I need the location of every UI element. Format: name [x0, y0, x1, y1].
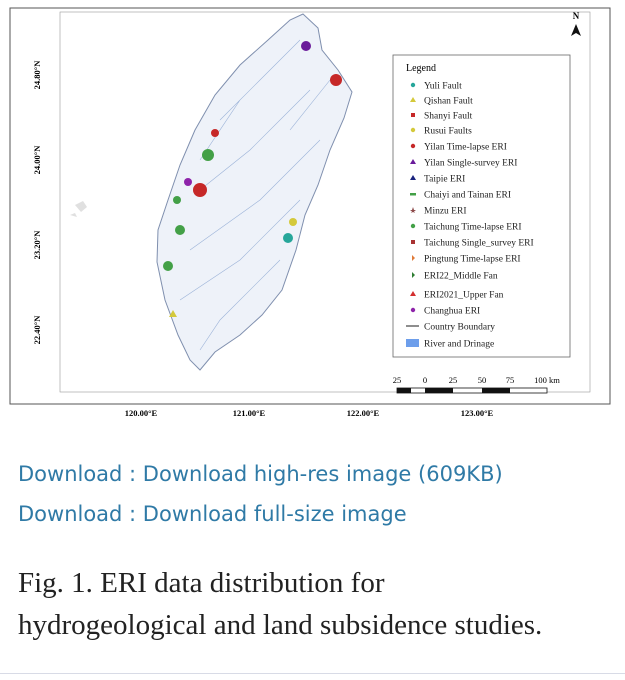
north-arrow	[571, 24, 581, 36]
legend-marker	[410, 159, 416, 164]
legend-marker	[410, 175, 416, 180]
taiwan-island	[156, 13, 353, 371]
latitude-label: 23.20°N	[32, 230, 42, 260]
scale-label: 25	[449, 375, 458, 385]
scale-label: 50	[478, 375, 487, 385]
legend-marker	[410, 97, 416, 102]
legend-marker	[410, 143, 416, 149]
legend-label: Minzu ERI	[424, 207, 466, 217]
download-link[interactable]: Download : Download full-size image	[18, 502, 407, 526]
latitude-label: 22.40°N	[32, 315, 42, 345]
legend-label: Qishan Fault	[424, 97, 473, 107]
figure: N Legend Yuli Fault Qishan Fault Shanyi Fa…	[9, 7, 611, 418]
rivers	[179, 39, 331, 351]
latitude-labels: 24.80°N 24.00°N 23.20°N 22.40°N	[32, 60, 42, 345]
legend-label: Taichung Single_survey ERI	[424, 239, 534, 249]
longitude-label: 123.00°E	[461, 408, 494, 418]
legend-marker	[412, 272, 415, 278]
scale-label: 25	[393, 375, 402, 385]
legend-label: ERI2021_Upper Fan	[424, 291, 504, 301]
legend-label: Taichung Time-lapse ERI	[424, 223, 522, 233]
legend-marker	[406, 339, 419, 347]
legend-marker	[412, 255, 415, 261]
survey-sites	[163, 41, 342, 317]
longitude-label: 122.00°E	[347, 408, 380, 418]
legend-marker	[410, 307, 416, 313]
legend-label: Changhua ERI	[424, 307, 480, 317]
scale-labels: 25 0 25 50 75 100 km	[393, 375, 561, 385]
longitude-label: 121.00°E	[233, 408, 266, 418]
legend-title: Legend	[406, 63, 436, 74]
legend-label: Country Boundary	[424, 323, 495, 333]
longitude-label: 120.00°E	[125, 408, 158, 418]
legend-marker	[410, 82, 416, 88]
legend-label: Yilan Time-lapse ERI	[424, 143, 507, 153]
latitude-label: 24.80°N	[32, 60, 42, 90]
north-label: N	[573, 11, 580, 21]
legend-label: Shanyi Fault	[424, 112, 473, 122]
scale-label: 0	[423, 375, 427, 385]
legend-label: Taipie ERI	[424, 175, 465, 185]
legend-box	[392, 54, 571, 358]
caption: Fig. 1. ERI data distribution for hydrog…	[18, 567, 543, 641]
legend-label: ERI22_Middle Fan	[424, 272, 498, 282]
legend-label: Rusui Faults	[424, 127, 472, 137]
legend-label: River and Drinage	[424, 340, 494, 350]
scale-label: 75	[506, 375, 515, 385]
divider	[0, 673, 625, 674]
legend-items: Yuli Fault Qishan Fault Shanyi Fault Rusui …	[406, 82, 534, 350]
download-link[interactable]: Download : Download high-res image (609K…	[18, 462, 503, 486]
islands	[70, 201, 87, 217]
legend-marker	[410, 193, 416, 196]
scale-bar	[396, 387, 548, 394]
legend-marker	[410, 207, 416, 213]
legend-marker	[411, 113, 415, 117]
legend-label: Pingtung Time-lapse ERI	[424, 255, 521, 265]
legend-marker	[410, 127, 416, 133]
legend-marker	[411, 240, 415, 244]
latitude-label: 24.00°N	[32, 145, 42, 175]
legend-marker	[410, 291, 416, 296]
map-frame	[59, 11, 591, 393]
legend-label: Yuli Fault	[424, 82, 462, 92]
legend-marker	[410, 223, 416, 229]
legend-label: Yilan Single-survey ERI	[424, 159, 517, 169]
scale-label: 100 km	[534, 375, 560, 385]
legend-label: Chaiyi and Tainan ERI	[424, 191, 511, 201]
longitude-labels: 120.00°E 121.00°E 122.00°E 123.00°E	[125, 408, 494, 418]
